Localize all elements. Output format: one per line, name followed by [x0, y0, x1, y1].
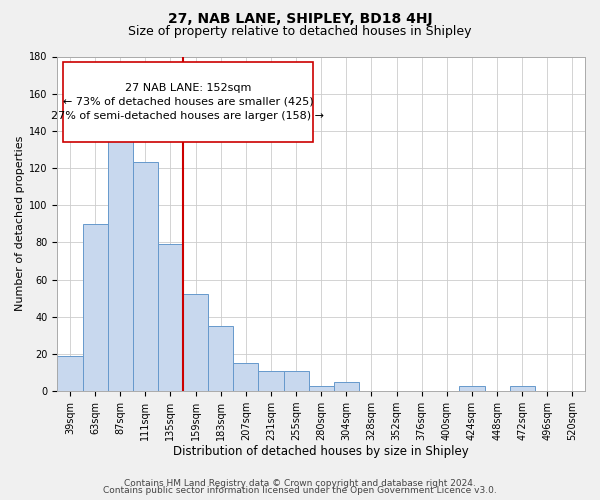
Bar	[259, 370, 284, 391]
Text: Contains public sector information licensed under the Open Government Licence v3: Contains public sector information licen…	[103, 486, 497, 495]
Bar	[107, 134, 133, 391]
Bar	[133, 162, 158, 391]
Bar	[158, 244, 183, 391]
Bar	[308, 386, 334, 391]
Bar	[509, 386, 535, 391]
Bar	[460, 386, 485, 391]
Bar	[284, 370, 308, 391]
Text: Size of property relative to detached houses in Shipley: Size of property relative to detached ho…	[128, 25, 472, 38]
Text: 27, NAB LANE, SHIPLEY, BD18 4HJ: 27, NAB LANE, SHIPLEY, BD18 4HJ	[167, 12, 433, 26]
Bar	[83, 224, 107, 391]
Text: 27 NAB LANE: 152sqm
← 73% of detached houses are smaller (425)
27% of semi-detac: 27 NAB LANE: 152sqm ← 73% of detached ho…	[52, 82, 325, 120]
Bar	[208, 326, 233, 391]
Y-axis label: Number of detached properties: Number of detached properties	[15, 136, 25, 312]
Bar	[334, 382, 359, 391]
Text: Contains HM Land Registry data © Crown copyright and database right 2024.: Contains HM Land Registry data © Crown c…	[124, 478, 476, 488]
Bar	[183, 294, 208, 391]
Bar	[58, 356, 83, 391]
FancyBboxPatch shape	[62, 62, 313, 142]
X-axis label: Distribution of detached houses by size in Shipley: Distribution of detached houses by size …	[173, 444, 469, 458]
Bar	[233, 363, 259, 391]
